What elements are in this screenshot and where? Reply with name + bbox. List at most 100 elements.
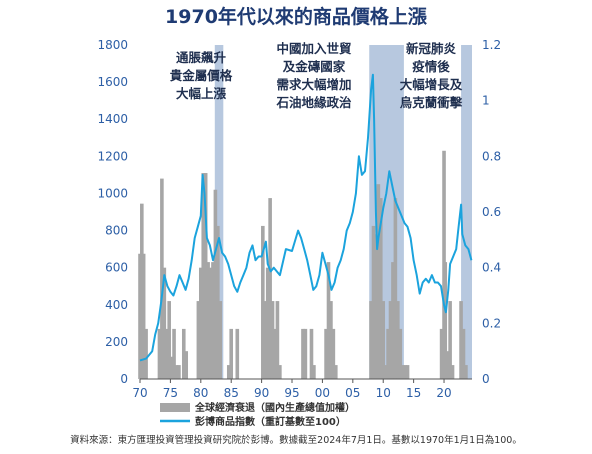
x-tick-label: 00 [315, 386, 330, 400]
recession-bar [270, 301, 275, 379]
recession-bar [261, 225, 265, 379]
right-tick-label: 0 [482, 372, 490, 386]
recession-bar [235, 328, 240, 379]
recession-bar [374, 234, 378, 379]
x-tick-label: 90 [254, 386, 269, 400]
recession-bar [184, 351, 189, 379]
right-tick-label: 0.2 [482, 316, 501, 330]
recession-bar [169, 356, 174, 379]
recession-bar [383, 365, 388, 379]
recession-bar [398, 328, 403, 379]
recession-bar [196, 301, 201, 379]
recession-bar [216, 225, 220, 379]
recession-bar [172, 328, 176, 379]
recession-bar [369, 301, 373, 379]
recession-bar [439, 328, 444, 379]
recession-bar [278, 365, 282, 379]
commodity-index-line [139, 73, 473, 362]
recession-bar [386, 328, 390, 379]
x-tick-label: 05 [345, 386, 360, 400]
recession-bar [177, 365, 181, 379]
recession-bar [445, 351, 450, 379]
x-tick-label: 20 [436, 386, 451, 400]
recession-bar [448, 301, 452, 379]
recession-bar [174, 365, 179, 379]
recession-bars [138, 150, 468, 379]
recession-bar [275, 301, 280, 379]
x-tick-label: 15 [406, 386, 421, 400]
recession-bar [201, 173, 206, 379]
right-tick-label: 1 [482, 94, 490, 108]
shaded-period-3 [461, 45, 472, 379]
recession-bar [326, 262, 331, 379]
x-tick-label: 75 [163, 386, 178, 400]
recession-bar [208, 267, 213, 379]
recession-bar [400, 365, 405, 379]
left-tick-label: 1400 [97, 112, 128, 126]
recession-bar [331, 328, 336, 379]
left-tick-label: 200 [105, 335, 128, 349]
recession-bar [213, 189, 218, 379]
recession-bar [388, 301, 393, 379]
recession-bar [371, 225, 376, 379]
recession-bar [138, 253, 142, 379]
left-tick-label: 1200 [97, 149, 128, 163]
recession-bar [218, 301, 223, 379]
recession-bar [309, 328, 314, 379]
legend-label: 彭博商品指數（重訂基數至100） [195, 415, 346, 428]
x-tick-label: 95 [284, 386, 299, 400]
shaded-period-1 [214, 45, 224, 379]
recession-bar [160, 178, 164, 379]
recession-bar [157, 328, 162, 379]
recession-bar [206, 262, 210, 379]
recession-bar [312, 365, 316, 379]
recession-bar [199, 267, 203, 379]
left-tick-label: 1800 [97, 38, 128, 52]
recession-bar [393, 198, 398, 379]
recession-bar [461, 328, 466, 379]
right-tick-label: 1.2 [482, 38, 501, 52]
recession-bar [162, 267, 167, 379]
recession-bar [405, 365, 410, 379]
recession-bar [226, 365, 231, 379]
recession-bar [141, 253, 146, 379]
x-tick-label: 85 [224, 386, 239, 400]
recession-bar [378, 198, 383, 379]
left-tick-label: 0 [120, 372, 128, 386]
recession-bar [144, 328, 148, 379]
recession-bar [203, 173, 208, 379]
annotation-1: 通脹飆升貴金屬價格大幅上漲 [170, 50, 233, 101]
recession-bar [164, 328, 169, 379]
recession-bar [396, 301, 400, 379]
left-tick-label: 1000 [97, 186, 128, 200]
recession-bar [265, 267, 270, 379]
recession-bar [273, 328, 277, 379]
legend-swatch-bar [160, 403, 190, 412]
recession-bar [211, 262, 215, 379]
chart-title: 1970年代以來的商品價格上漲 [165, 5, 428, 28]
left-tick-label: 400 [105, 298, 128, 312]
left-tick-label: 800 [105, 224, 128, 238]
annotations: 通脹飆升貴金屬價格大幅上漲中國加入世貿及金磚國家需求大幅增加石油地緣政治新冠肺炎… [170, 41, 463, 110]
x-tick-label: 10 [376, 386, 391, 400]
recession-bar [229, 328, 234, 379]
recession-bar [329, 301, 333, 379]
recession-bar [381, 301, 386, 379]
recession-bar [459, 301, 463, 379]
recession-bar [324, 328, 328, 379]
legend: 全球經濟衰退（國內生產總值加權）彭博商品指數（重訂基數至100） [160, 401, 355, 428]
commodity-index-line-group [139, 73, 473, 362]
recession-bar [268, 198, 272, 379]
source-note: 資料來源：東方匯理投資管理投資研究院於彭博。數據截至2024年7月1日。基數以1… [70, 434, 522, 446]
annotation-2: 中國加入世貿及金磚國家需求大幅增加石油地緣政治 [275, 41, 352, 110]
recession-bar [443, 262, 448, 379]
recession-bar [303, 328, 308, 379]
recession-bar [391, 262, 395, 379]
recession-bar [263, 301, 268, 379]
recession-bar [450, 365, 455, 379]
recession-bar [181, 328, 186, 379]
right-tick-label: 0.8 [482, 149, 501, 163]
axes: 02004006008001000120014001600180000.20.4… [97, 38, 501, 400]
